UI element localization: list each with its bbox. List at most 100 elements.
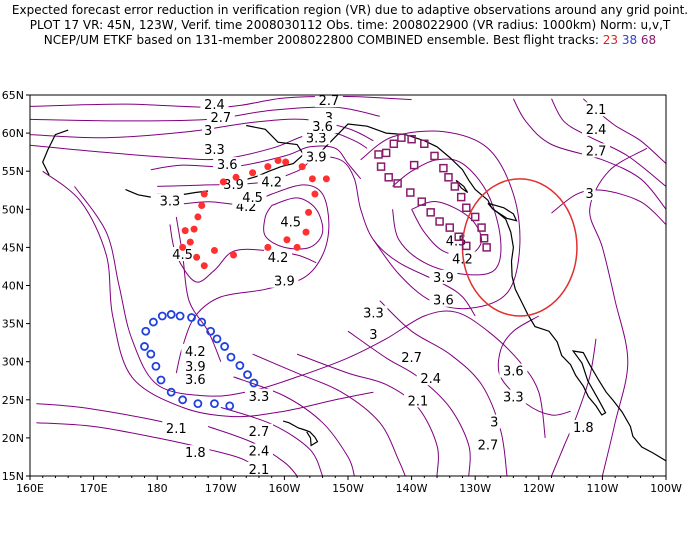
contour-label-bg xyxy=(499,389,528,404)
contour-label: 3.6 xyxy=(503,365,524,380)
track-38-ring xyxy=(148,317,158,327)
contour-label-bg xyxy=(308,119,337,134)
contour-label-bg xyxy=(181,371,210,386)
contour-label: 1.8 xyxy=(573,421,594,436)
contour-label-bg xyxy=(397,349,426,364)
x-tick-label: 170E xyxy=(80,482,108,495)
track-38-ring xyxy=(210,399,219,409)
x-tick-label: 120W xyxy=(523,482,555,495)
track-68-square xyxy=(376,162,386,171)
track-38-ring xyxy=(197,317,207,327)
title-line-1: Expected forecast error reduction in ver… xyxy=(11,3,689,17)
contour-label-bg xyxy=(181,445,210,460)
track-23-dot xyxy=(274,157,282,165)
track-38-ring xyxy=(166,310,176,319)
track-68-square xyxy=(479,234,489,243)
contour-label: 3.3 xyxy=(160,195,181,210)
track-68-square xyxy=(407,134,416,144)
track-23-dot xyxy=(193,253,201,261)
contour-line xyxy=(551,189,666,225)
contour-label-bg xyxy=(168,247,197,262)
contour-label: 3.9 xyxy=(274,275,295,290)
contour-label-bg xyxy=(403,393,432,408)
contour-label: 4.2 xyxy=(185,345,206,360)
coastline xyxy=(455,179,469,193)
track-23-dot xyxy=(249,169,257,177)
contour-label: 3.6 xyxy=(217,158,238,173)
track-38-ring xyxy=(141,326,151,336)
coastline xyxy=(42,129,69,176)
contour-label-bg xyxy=(155,193,184,208)
contour-label-bg xyxy=(314,95,343,108)
contour-line xyxy=(74,186,546,438)
contour-label: 4.2 xyxy=(268,251,289,266)
track-68-square xyxy=(450,182,460,191)
contour-label: 3.3 xyxy=(306,131,327,146)
contour-line xyxy=(347,330,471,476)
coastlines xyxy=(42,123,666,462)
contour-label-bg xyxy=(429,292,458,307)
track-23-dot xyxy=(210,246,218,254)
contour-label: 2.7 xyxy=(586,144,607,159)
contour-label-bg xyxy=(488,414,501,429)
track-68-square xyxy=(384,173,393,182)
contour-label-bg xyxy=(359,305,388,320)
y-tick-label: 20N xyxy=(2,432,24,445)
axes: 160E 170E 180 170W 160W 150W 140W 130W 120W 110W 1… xyxy=(2,89,682,495)
contour-label-bg xyxy=(270,273,299,288)
x-tick-label: 110W xyxy=(586,482,618,495)
track-68-square xyxy=(397,133,406,142)
contour-label-bg xyxy=(244,388,273,403)
track-23-dot xyxy=(283,236,291,244)
contour-label: 3 xyxy=(586,187,594,202)
track-38-ring xyxy=(157,311,167,321)
contour-lines xyxy=(30,95,666,476)
track-23-dot xyxy=(194,213,202,221)
contour-label: 2.1 xyxy=(249,463,270,478)
contour-label: 2.4 xyxy=(249,445,270,460)
contour-label: 4.5 xyxy=(242,191,263,206)
track-68-square xyxy=(417,197,427,206)
y-tick-label: 65N xyxy=(2,89,24,102)
contour-label: 4.5 xyxy=(446,234,467,249)
y-tick-label: 35N xyxy=(2,318,24,331)
track-38-ring xyxy=(212,334,222,344)
contour-label-bg xyxy=(244,461,273,476)
track-68-square xyxy=(409,160,419,170)
track-68-square xyxy=(374,150,383,159)
coastline xyxy=(282,420,319,447)
coastline xyxy=(125,188,151,198)
track-38-ring xyxy=(226,352,236,362)
track-68-square xyxy=(470,212,480,222)
contour-line xyxy=(379,300,508,476)
track-23-dot xyxy=(264,163,272,171)
contour-label-bg xyxy=(213,157,242,172)
track-68-square xyxy=(454,232,463,241)
contour-label-bg xyxy=(582,102,611,117)
track-38-ring xyxy=(235,361,245,370)
track-1-label: 23 xyxy=(602,33,618,47)
track-68-square xyxy=(406,188,415,197)
x-tick-label: 140W xyxy=(396,482,428,495)
contour-line xyxy=(36,403,183,427)
x-tick-label: 160W xyxy=(268,482,300,495)
contour-label-bg xyxy=(257,174,286,189)
contour-label: 2.7 xyxy=(319,94,340,109)
track-38-ring xyxy=(146,349,156,359)
track-23-dot xyxy=(305,208,313,216)
contour-label: 3.3 xyxy=(363,307,384,322)
contour-label: 2.7 xyxy=(401,351,422,366)
x-tick-label: 100W xyxy=(650,482,682,495)
contour-label: 3.3 xyxy=(503,391,524,406)
track-68-square xyxy=(381,148,391,158)
contour-line xyxy=(411,201,483,257)
track-23-dot xyxy=(232,173,240,181)
contour-label-bg xyxy=(429,269,458,284)
track-38-ring xyxy=(193,399,203,409)
contour-label: 3.9 xyxy=(306,150,327,165)
y-tick-label: 40N xyxy=(2,280,24,293)
track-68-square xyxy=(456,192,466,202)
contour-label: 3 xyxy=(490,416,498,431)
